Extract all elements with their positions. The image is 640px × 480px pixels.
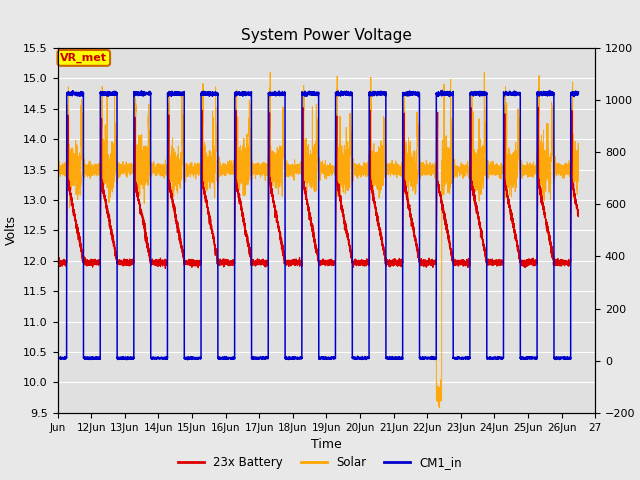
Y-axis label: Volts: Volts <box>4 216 17 245</box>
Text: VR_met: VR_met <box>60 53 108 63</box>
Title: System Power Voltage: System Power Voltage <box>241 28 412 43</box>
Legend: 23x Battery, Solar, CM1_in: 23x Battery, Solar, CM1_in <box>173 452 467 474</box>
X-axis label: Time: Time <box>311 438 342 451</box>
